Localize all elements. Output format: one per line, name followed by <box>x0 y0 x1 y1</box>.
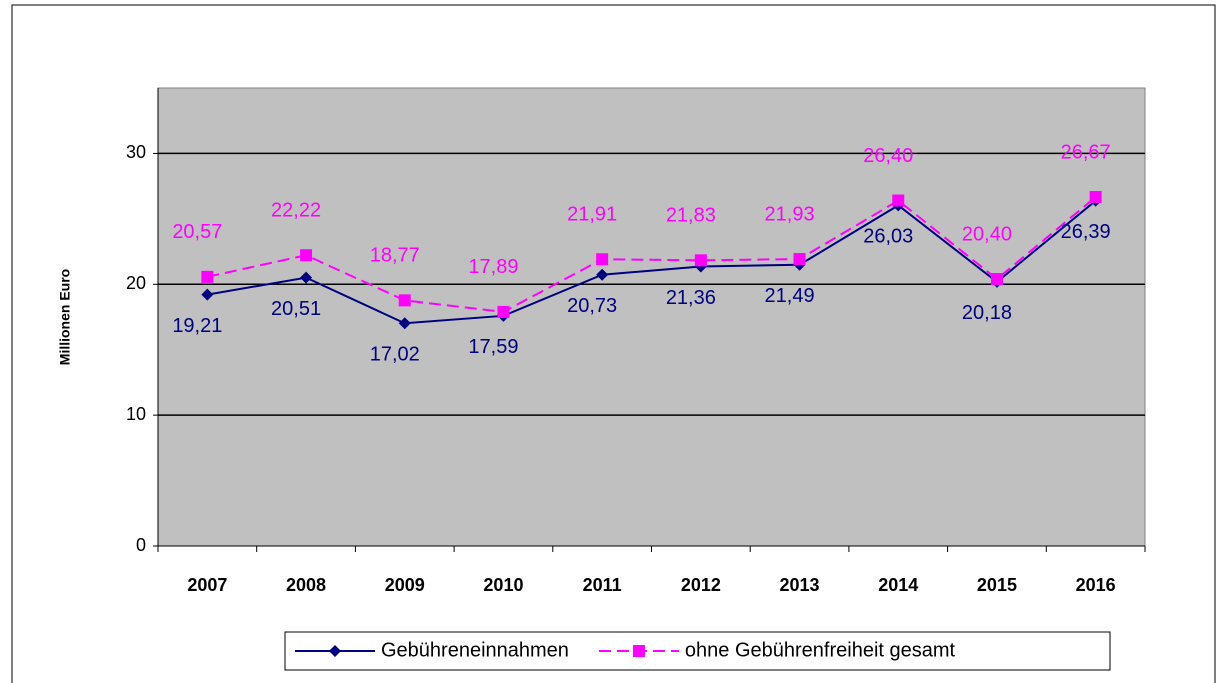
data-label: 26,03 <box>863 226 913 248</box>
data-label: 21,93 <box>765 203 815 225</box>
data-point <box>694 254 707 267</box>
data-point <box>990 273 1003 286</box>
legend-box <box>284 631 1111 671</box>
data-label: 17,89 <box>468 256 518 278</box>
data-label: 22,22 <box>271 200 321 222</box>
data-label: 26,40 <box>863 145 913 167</box>
data-point <box>398 294 411 307</box>
series-line <box>207 196 1097 313</box>
x-tick-label: 2015 <box>977 575 1017 595</box>
x-tick-label: 2012 <box>681 575 721 595</box>
legend-label: ohne Gebührenfreiheit gesamt <box>685 639 956 661</box>
x-tick-label: 2007 <box>187 575 227 595</box>
data-label: 17,02 <box>370 344 420 366</box>
data-point <box>497 305 510 318</box>
x-tick-label: 2016 <box>1076 575 1116 595</box>
y-tick-label: 0 <box>136 535 146 555</box>
legend-marker <box>329 645 341 657</box>
y-tick-label: 30 <box>126 142 146 162</box>
data-point <box>892 194 905 207</box>
data-label: 26,39 <box>1061 221 1111 243</box>
data-label: 20,51 <box>271 298 321 320</box>
x-tick-label: 2014 <box>878 575 918 595</box>
data-label: 20,73 <box>567 295 617 317</box>
x-tick-label: 2013 <box>780 575 820 595</box>
series-line <box>207 199 1097 325</box>
data-point <box>793 253 806 266</box>
data-point <box>300 249 313 262</box>
legend-label: Gebühreneinnahmen <box>381 639 569 661</box>
x-tick-label: 2010 <box>483 575 523 595</box>
legend-marker <box>632 645 645 657</box>
data-label: 19,21 <box>172 315 222 337</box>
data-point <box>596 253 609 266</box>
data-point <box>201 288 214 301</box>
data-label: 26,67 <box>1061 141 1111 163</box>
y-tick-label: 10 <box>126 404 146 424</box>
x-tick-label: 2011 <box>583 575 622 595</box>
data-label: 21,36 <box>666 287 716 309</box>
data-point <box>398 317 411 330</box>
data-label: 20,18 <box>962 302 1012 324</box>
data-label: 18,77 <box>370 245 420 267</box>
data-point <box>300 271 313 284</box>
data-label: 21,83 <box>666 205 716 227</box>
data-label: 21,91 <box>567 204 617 226</box>
data-label: 17,59 <box>468 336 518 358</box>
data-point <box>1089 191 1102 204</box>
data-label: 21,49 <box>765 285 815 307</box>
data-label: 20,57 <box>172 221 222 243</box>
data-point <box>201 270 214 283</box>
data-point <box>596 268 609 281</box>
x-tick-label: 2009 <box>385 575 425 595</box>
y-axis-label: Millionen Euro <box>57 269 73 365</box>
data-label: 20,40 <box>962 223 1012 245</box>
plot-area <box>157 87 1146 547</box>
y-tick-label: 20 <box>126 273 146 293</box>
x-tick-label: 2008 <box>286 575 326 595</box>
